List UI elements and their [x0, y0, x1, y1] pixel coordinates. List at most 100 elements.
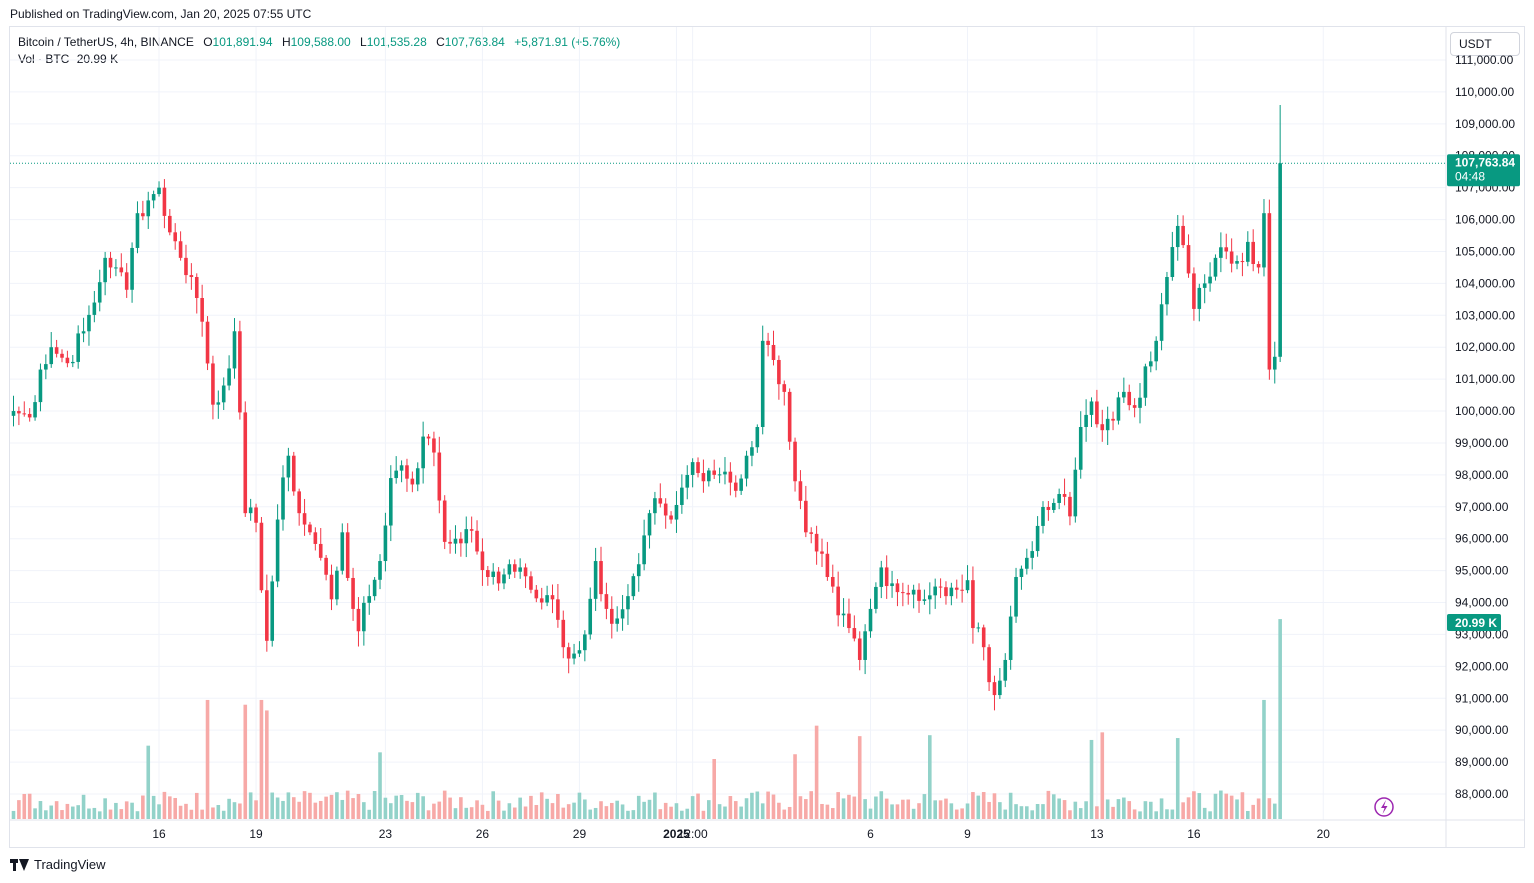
volume-bar [1035, 804, 1040, 819]
volume-bar [599, 801, 603, 819]
candle-body [141, 213, 145, 217]
candle-body [820, 551, 824, 554]
candle-body [211, 363, 215, 405]
currency-button[interactable]: USDT [1450, 32, 1520, 56]
candle-body [965, 580, 970, 591]
volume-bar [475, 800, 479, 819]
volume-bar [981, 792, 986, 819]
price-tick-label: 97,000.00 [1455, 500, 1509, 514]
volume-bar [367, 809, 372, 819]
volume-bar [852, 796, 857, 819]
candle-body [496, 571, 501, 584]
volume-bar [1008, 792, 1013, 819]
candle-body [1154, 340, 1158, 362]
volume-bar [399, 794, 404, 819]
volume-legend: Vol · BTC 20.99 K [18, 52, 118, 66]
time-tick-label: 2025 [663, 827, 690, 841]
volume-bar [297, 801, 301, 819]
volume-bar [890, 804, 894, 819]
candle-body [448, 541, 452, 544]
time-tick-label: 29 [573, 827, 587, 841]
candle-body [243, 412, 248, 514]
volume-bar [76, 805, 80, 819]
volume-bar [728, 796, 733, 819]
volume-bar [1014, 804, 1018, 819]
volume-bar [901, 799, 905, 819]
volume-bar [836, 792, 840, 819]
candle-body [793, 441, 797, 482]
volume-bar [1235, 799, 1239, 819]
volume-bar [1219, 790, 1223, 819]
candle-body [308, 524, 312, 533]
volume-bar [1111, 806, 1115, 819]
volume-bar [11, 810, 16, 819]
volume-bar [733, 801, 738, 819]
change-value: +5,871.91 (+5.76%) [514, 35, 621, 49]
candle-body [275, 519, 280, 582]
volume-bar [787, 806, 792, 819]
volume-bar [556, 793, 560, 819]
candle-body [739, 478, 743, 491]
candle-body [480, 551, 485, 571]
volume-bar [1197, 793, 1202, 819]
candle-body [426, 436, 431, 439]
volume-bar [389, 803, 393, 819]
candle-body [663, 503, 668, 516]
flash-icon[interactable] [1374, 797, 1394, 817]
candle-body [1084, 414, 1088, 427]
candle-body [841, 613, 846, 616]
candle-body [184, 257, 188, 276]
candle-body [653, 498, 657, 514]
tradingview-brand[interactable]: TradingView [10, 857, 106, 872]
volume-bar [944, 798, 948, 819]
candle-body [442, 500, 447, 542]
volume-bar [70, 806, 75, 819]
volume-bar [1073, 801, 1078, 819]
candle-body [200, 297, 204, 322]
candle-body [97, 282, 102, 303]
candle-body [750, 447, 754, 456]
volume-bar [1095, 806, 1099, 819]
candle-body [108, 257, 113, 268]
volume-bar [502, 810, 506, 819]
price-tick-label: 106,000.00 [1455, 213, 1515, 227]
volume-bar [200, 809, 204, 819]
candle-body [345, 532, 350, 578]
volume-bar [771, 794, 776, 819]
candle-body [512, 564, 517, 572]
price-tick-label: 110,000.00 [1455, 85, 1514, 99]
candle-body [901, 592, 905, 594]
volume-bar [960, 808, 964, 819]
candle-body [362, 602, 366, 632]
volume-bar [593, 807, 598, 819]
volume-bar [1240, 792, 1245, 819]
candle-body [971, 580, 975, 629]
volume-bar [87, 808, 91, 819]
volume-bar [922, 794, 927, 819]
candle-body [1229, 251, 1234, 264]
time-tick-label: 26 [476, 827, 490, 841]
volume-bar [33, 808, 37, 819]
candle-body [723, 471, 727, 475]
volume-bar [178, 805, 183, 819]
volume-bar [755, 791, 760, 819]
candle-body [949, 587, 954, 597]
symbol-title[interactable]: Bitcoin / TetherUS, 4h, BINANCE [18, 35, 194, 49]
volume-bar [232, 802, 237, 819]
candle-body [205, 321, 210, 364]
volume-label[interactable]: Vol · BTC [18, 52, 70, 66]
volume-bar [189, 809, 194, 819]
candle-body [523, 567, 528, 577]
volume-bar [157, 804, 161, 819]
volume-bar [168, 796, 172, 819]
candle-body [270, 581, 275, 641]
price-tick-label: 98,000.00 [1455, 468, 1509, 482]
candle-body [1068, 496, 1072, 517]
volume-bar [372, 791, 377, 819]
volume-bar [793, 754, 797, 819]
candle-body [1213, 257, 1218, 277]
candle-body [394, 470, 398, 479]
volume-bar [108, 809, 113, 819]
volume-bar [329, 794, 334, 819]
